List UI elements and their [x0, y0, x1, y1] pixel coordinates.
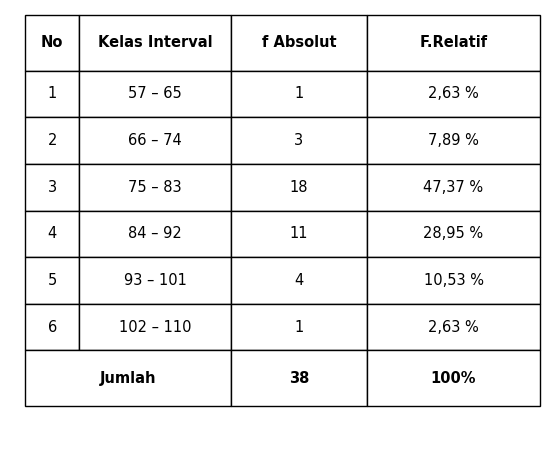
- Text: 2,63 %: 2,63 %: [428, 87, 479, 101]
- Text: 38: 38: [289, 371, 309, 386]
- Bar: [367, 71, 540, 117]
- Text: 57 – 65: 57 – 65: [128, 87, 182, 101]
- Bar: [25, 164, 79, 211]
- Bar: [25, 257, 79, 304]
- Bar: [231, 71, 367, 117]
- Bar: [79, 211, 231, 257]
- Bar: [231, 350, 367, 406]
- Text: 2,63 %: 2,63 %: [428, 320, 479, 334]
- Text: 3: 3: [295, 133, 304, 148]
- Bar: [367, 117, 540, 164]
- Bar: [79, 71, 231, 117]
- Text: 75 – 83: 75 – 83: [129, 180, 182, 195]
- Bar: [231, 117, 367, 164]
- Bar: [231, 15, 367, 71]
- Text: 1: 1: [294, 87, 304, 101]
- Bar: [25, 117, 79, 164]
- Text: f Absolut: f Absolut: [262, 35, 336, 50]
- Text: 4: 4: [47, 227, 57, 241]
- Bar: [25, 304, 79, 350]
- Text: 102 – 110: 102 – 110: [119, 320, 192, 334]
- Bar: [25, 350, 231, 406]
- Text: 4: 4: [294, 273, 304, 288]
- Bar: [231, 164, 367, 211]
- Bar: [231, 257, 367, 304]
- Text: Kelas Interval: Kelas Interval: [98, 35, 213, 50]
- Text: 18: 18: [290, 180, 308, 195]
- Bar: [25, 71, 79, 117]
- Bar: [367, 257, 540, 304]
- Bar: [79, 304, 231, 350]
- Bar: [79, 15, 231, 71]
- Bar: [367, 15, 540, 71]
- Text: 28,95 %: 28,95 %: [423, 227, 483, 241]
- Text: 11: 11: [290, 227, 308, 241]
- Bar: [367, 164, 540, 211]
- Text: 6: 6: [47, 320, 57, 334]
- Bar: [231, 211, 367, 257]
- Bar: [367, 350, 540, 406]
- Text: No: No: [41, 35, 63, 50]
- Text: 2: 2: [47, 133, 57, 148]
- Text: 100%: 100%: [431, 371, 476, 386]
- Text: 1: 1: [294, 320, 304, 334]
- Text: 10,53 %: 10,53 %: [423, 273, 483, 288]
- Text: 93 – 101: 93 – 101: [124, 273, 187, 288]
- Bar: [79, 164, 231, 211]
- Text: 84 – 92: 84 – 92: [128, 227, 182, 241]
- Text: 5: 5: [47, 273, 57, 288]
- Text: Jumlah: Jumlah: [100, 371, 157, 386]
- Text: 66 – 74: 66 – 74: [128, 133, 182, 148]
- Text: 47,37 %: 47,37 %: [423, 180, 483, 195]
- Text: 7,89 %: 7,89 %: [428, 133, 479, 148]
- Bar: [79, 117, 231, 164]
- Text: F.Relatif: F.Relatif: [419, 35, 487, 50]
- Bar: [25, 15, 79, 71]
- Text: 3: 3: [47, 180, 57, 195]
- Bar: [231, 304, 367, 350]
- Text: 1: 1: [47, 87, 57, 101]
- Bar: [367, 211, 540, 257]
- Bar: [25, 211, 79, 257]
- Bar: [367, 304, 540, 350]
- Bar: [79, 257, 231, 304]
